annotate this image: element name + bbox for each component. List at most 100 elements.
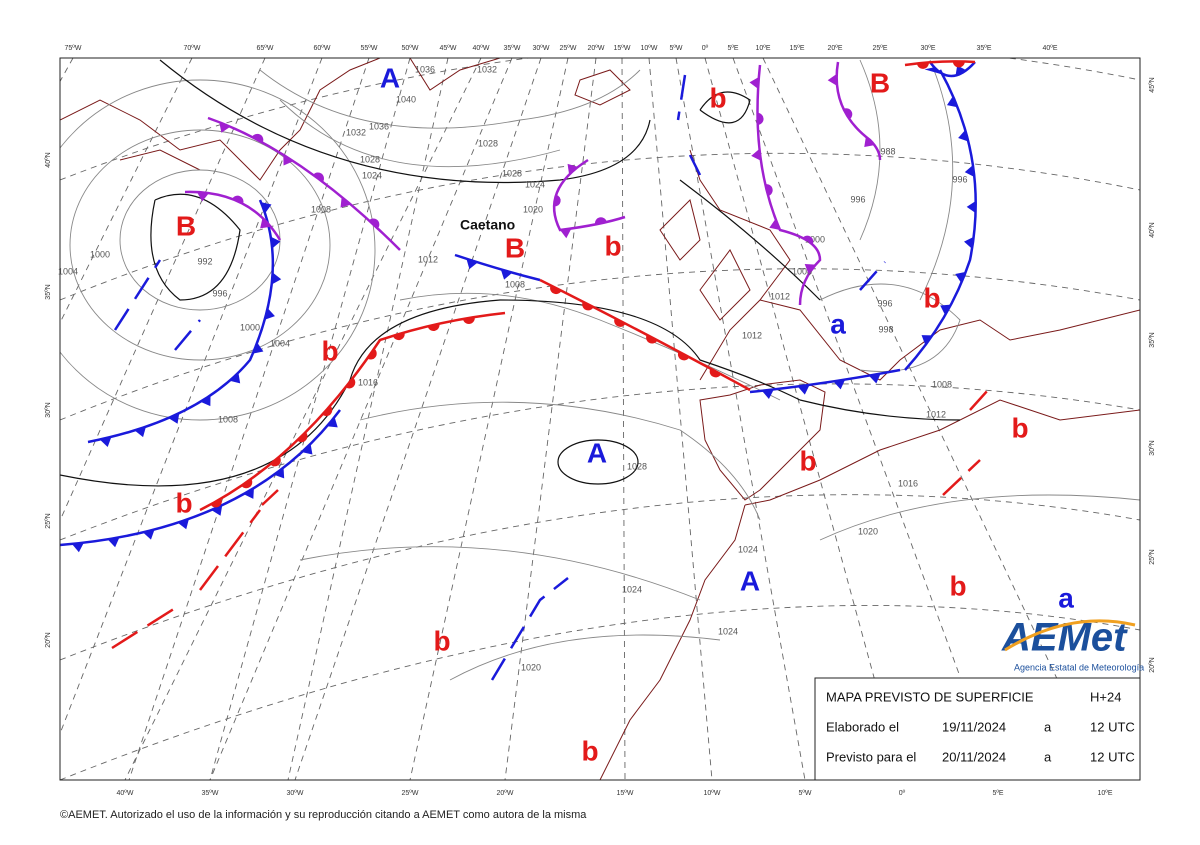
bottom-axis-label: 0º (899, 790, 906, 797)
isobar-label: 1000 (90, 249, 110, 259)
top-axis-label: 65ºW (257, 45, 274, 52)
bottom-axis-label: 35ºW (202, 790, 219, 797)
bottom-axis-label: 5ºE (992, 790, 1003, 797)
isobar-label: 1024 (622, 584, 642, 594)
parallel (60, 494, 1140, 661)
isobar (557, 439, 639, 485)
parallel (60, 383, 1140, 541)
north-america-coast (60, 58, 381, 181)
top-axis-label: 50ºW (402, 45, 419, 52)
front-symbol (466, 258, 478, 270)
occluded-front (207, 116, 401, 251)
front-symbol (802, 235, 814, 245)
isobar-label: 1000 (805, 234, 825, 244)
front-symbol (761, 389, 774, 400)
coastlines (60, 58, 1140, 780)
front-symbol (554, 194, 561, 207)
isobar-label: 1012 (926, 409, 946, 419)
occluded-front (552, 158, 626, 232)
meridian (621, 58, 626, 780)
isobar (259, 69, 641, 129)
meridian (60, 58, 193, 324)
parallel (60, 268, 1140, 421)
front-symbol (765, 184, 773, 196)
front-symbol (200, 395, 211, 407)
front-symbol (550, 285, 562, 295)
top-axis-label: 25ºE (872, 45, 887, 52)
isobar (150, 193, 241, 301)
info-cell: a (1044, 749, 1052, 764)
front-symbol (958, 129, 969, 142)
front-symbol (283, 154, 294, 166)
top-axis-label: 40ºW (473, 45, 490, 52)
pressure-system: a (1058, 582, 1074, 613)
storm-name: Caetano (460, 217, 515, 233)
map-frame (59, 57, 1141, 781)
footer: ©AEMET. Autorizado el uso de la informac… (60, 809, 587, 821)
info-title: MAPA PREVISTO DE SUPERFICIE (826, 689, 1034, 704)
front-symbol (462, 317, 475, 324)
pressure-system: B (870, 67, 890, 98)
front-symbol (99, 436, 112, 447)
warm-front (904, 60, 976, 67)
top-axis-label: 25ºW (560, 45, 577, 52)
isobar-label: 998 (878, 324, 893, 334)
front-symbol (964, 236, 974, 249)
meridian (209, 58, 513, 780)
top-axis-label: 20ºW (588, 45, 605, 52)
info-cell: 20/11/2024 (942, 749, 1006, 764)
top-axis-label: 5ºW (669, 45, 682, 52)
isobar-label: 1028 (502, 168, 522, 178)
front-symbol (940, 304, 951, 316)
meridian (409, 58, 569, 780)
occluded-front (835, 61, 882, 161)
isobar-label: 1036 (415, 64, 435, 74)
bottom-axis-label: 10ºW (704, 790, 721, 797)
bottom-axis-label: 25ºW (402, 790, 419, 797)
isobar-label: 1004 (58, 266, 78, 276)
bottom-axis-label: 15ºW (617, 790, 634, 797)
pressure-system: b (709, 82, 726, 113)
trough (113, 259, 201, 351)
isobar-label: 996 (952, 174, 967, 184)
front-symbol (297, 432, 308, 443)
meridian (704, 58, 903, 780)
top-axis-label: 10ºW (641, 45, 658, 52)
isobar-label: 1012 (742, 330, 762, 340)
top-axis-label: 5ºE (727, 45, 738, 52)
info-step: H+24 (1090, 689, 1121, 704)
front-symbol (270, 236, 281, 249)
left-axis-label: 35ºN (45, 284, 52, 299)
bottom-axis-label: 5ºW (798, 790, 811, 797)
parallel (60, 58, 1140, 181)
front-symbol (367, 348, 377, 360)
right-axis-label: 45ºN (1149, 77, 1156, 92)
right-axis-label: 20ºN (1149, 657, 1156, 672)
top-axis-label: 70ºW (184, 45, 201, 52)
front-symbol (260, 217, 271, 229)
front-symbol (232, 195, 244, 204)
front-symbol (749, 76, 759, 89)
meridian (209, 58, 411, 780)
pressure-system: b (175, 487, 192, 518)
pressure-system: B (505, 232, 525, 263)
front-symbol (868, 373, 881, 384)
front-symbol (260, 202, 272, 214)
pressure-system: b (949, 570, 966, 601)
front-symbol (797, 384, 810, 395)
isobar-label: 1028 (360, 154, 380, 164)
meridian (128, 58, 370, 780)
info-cell: 12 UTC (1090, 719, 1135, 734)
pressure-system: b (321, 335, 338, 366)
right-axis-label: 40ºN (1149, 222, 1156, 237)
isobar-label: 1004 (270, 338, 290, 348)
british-isles (659, 199, 751, 321)
cold-front (454, 253, 541, 282)
isobar-label: 1008 (311, 204, 331, 214)
isobar (119, 169, 281, 311)
warm-front (199, 311, 506, 512)
isobar-label: 1024 (738, 544, 758, 554)
front-symbol (833, 379, 846, 390)
meridian (504, 58, 597, 780)
left-axis-label: 40ºN (45, 152, 52, 167)
